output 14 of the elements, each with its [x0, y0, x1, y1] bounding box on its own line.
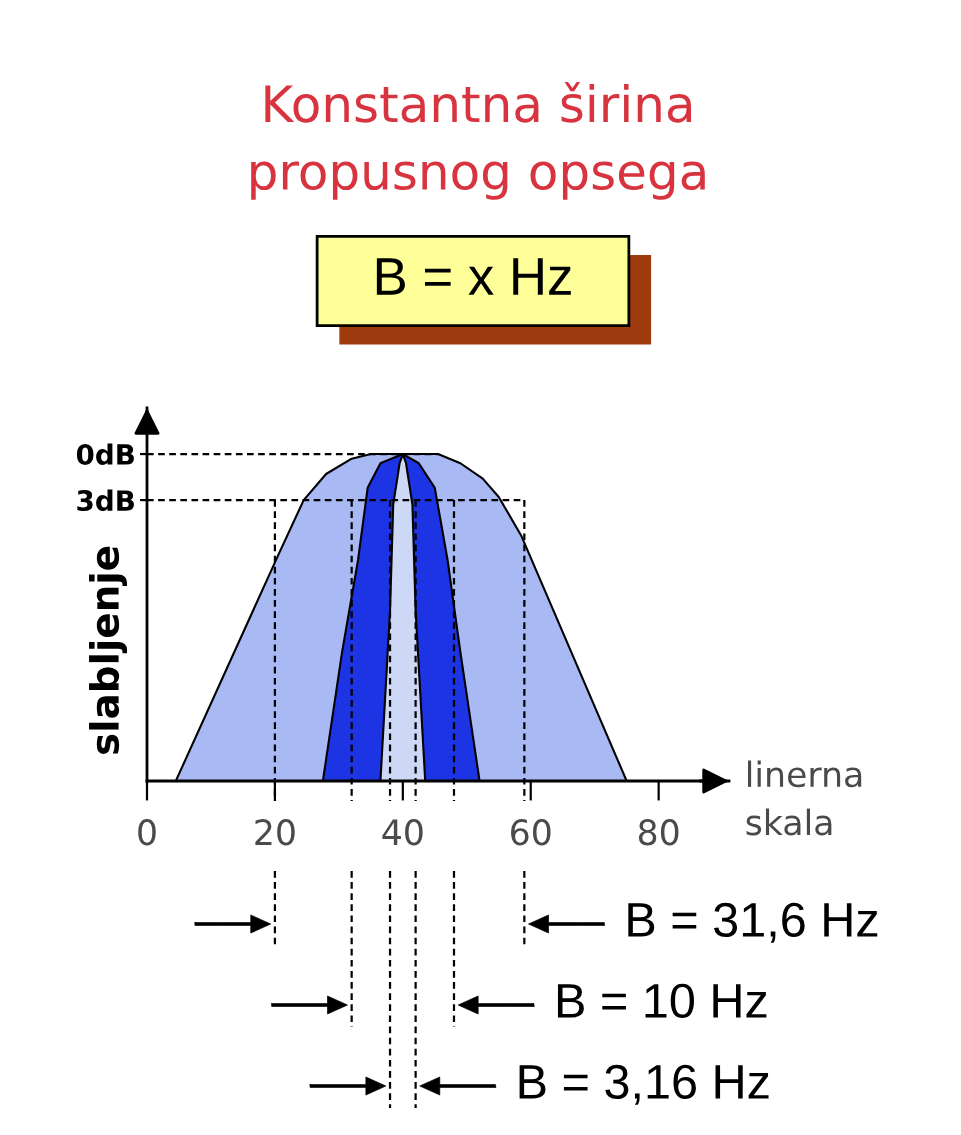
text: B = 10 Hz [557, 983, 767, 1019]
x-tick-label: 60 [511, 819, 551, 846]
x-axis-title: linerna skala [746, 760, 862, 836]
y-axis-title: slabljenje [89, 546, 127, 754]
y-tick-label: 0dB [76, 443, 134, 465]
text: B = 3,16 Hz [519, 1064, 769, 1105]
x-tick-label: 20 [255, 819, 295, 846]
text: B = 31,6 Hz [628, 902, 878, 943]
x-tick-label: 80 [638, 819, 679, 846]
chart-title: Konstantna širina propusnog opsega [251, 82, 705, 200]
text: B = x Hz [376, 258, 571, 295]
x-tick-label: 40 [382, 819, 423, 846]
x-tick-label: 0 [138, 819, 156, 846]
y-tick-label: 3dB [77, 489, 134, 512]
